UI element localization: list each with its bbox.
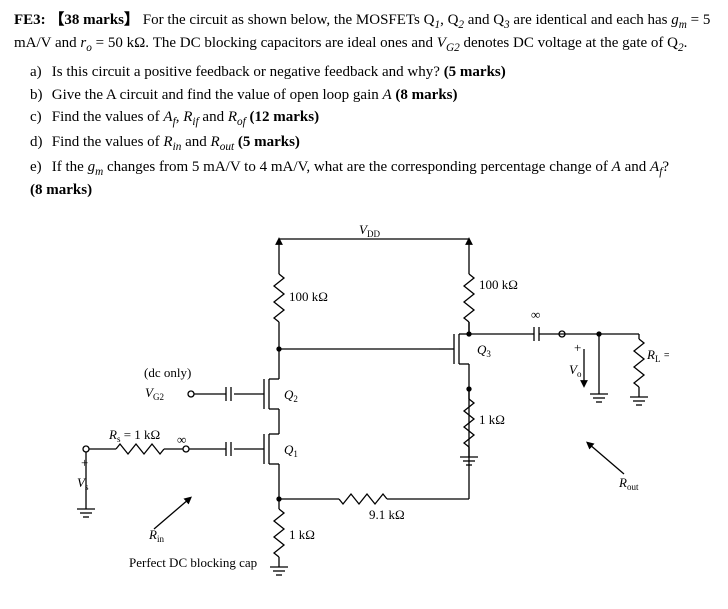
c-Rif: R — [183, 109, 192, 125]
rout-s: out — [627, 482, 639, 492]
d-Routs: out — [220, 141, 234, 153]
b-lab: b) — [30, 85, 48, 105]
svg-text:Vo: Vo — [569, 362, 582, 379]
inf2: ∞ — [531, 307, 540, 322]
e-A: A — [612, 159, 621, 175]
svg-text:RL = 20 kΩ: RL = 20 kΩ — [646, 347, 669, 364]
e-q: ? — [662, 159, 669, 175]
svg-text:Q1: Q1 — [284, 442, 298, 459]
rl-v: = 20 kΩ — [660, 347, 669, 362]
d-c1: and — [181, 134, 210, 150]
b-A: A — [383, 87, 392, 103]
svg-text:VG2: VG2 — [145, 385, 164, 402]
rs-v: = 1 kΩ — [120, 427, 160, 442]
b-m: (8 marks) — [395, 87, 457, 103]
r100k-left: 100 kΩ — [289, 289, 328, 304]
c-txt: Find the values of — [52, 109, 164, 125]
c-m: (12 marks) — [250, 109, 320, 125]
gm: g — [671, 12, 679, 28]
q1-s: 1 — [293, 449, 298, 459]
problem-intro: FE3: 【38 marks】 For the circuit as shown… — [14, 10, 714, 56]
circuit-svg: VDD 100 kΩ 100 kΩ Q2 VG2 (dc only) — [59, 219, 669, 599]
svg-text:Rs = 1 kΩ: Rs = 1 kΩ — [108, 427, 160, 444]
q2-s: 2 — [293, 394, 298, 404]
dc-only: (dc only) — [144, 365, 191, 380]
part-d: d) Find the values of Rin and Rout (5 ma… — [30, 132, 714, 155]
e-gms: m — [95, 166, 103, 178]
e-m: (8 marks) — [30, 182, 92, 198]
svg-text:Q3: Q3 — [477, 342, 491, 359]
rs-l: R — [108, 427, 117, 442]
rout-l: R — [618, 475, 627, 490]
perfect-cap: Perfect DC blocking cap — [129, 555, 257, 570]
svg-text:VDD: VDD — [359, 222, 380, 239]
d-txt: Find the values of — [52, 134, 164, 150]
part-b: b) Give the A circuit and find the value… — [30, 85, 714, 105]
c-Rofs: of — [237, 116, 246, 128]
parts-list: a) Is this circuit a positive feedback o… — [14, 62, 714, 200]
d-Rin: R — [163, 134, 172, 150]
vo-plus: + — [574, 340, 581, 355]
e-Af: A — [650, 159, 659, 175]
intro-text: For the circuit as shown below, the MOSF… — [143, 12, 435, 28]
a-lab: a) — [30, 62, 48, 82]
t2: , Q — [440, 12, 458, 28]
svg-text:Q2: Q2 — [284, 387, 298, 404]
d-m: (5 marks) — [238, 134, 300, 150]
r1k-left: 1 kΩ — [289, 527, 315, 542]
q3-s: 3 — [486, 349, 491, 359]
c-Rof: R — [228, 109, 237, 125]
t4: are identical and each has — [510, 12, 672, 28]
e-txt: If the — [52, 159, 88, 175]
b-txt: Give the A circuit and find the value of… — [52, 87, 383, 103]
d-Rout: R — [211, 134, 220, 150]
e-gm: g — [88, 159, 96, 175]
rov: = 50 kΩ. The DC blocking capacitors are … — [92, 35, 437, 51]
problem-header: FE3: 【38 marks】 — [14, 12, 139, 28]
r100k-right: 100 kΩ — [479, 277, 518, 292]
vs-plus: + — [81, 455, 88, 470]
a-txt: Is this circuit a positive feedback or n… — [52, 64, 444, 80]
c-Af: A — [163, 109, 172, 125]
vo-s: o — [577, 369, 582, 379]
vg2-s: G2 — [153, 392, 164, 402]
svg-text:Rin: Rin — [148, 527, 164, 544]
e-lab: e) — [30, 157, 48, 177]
gms: m — [679, 19, 687, 31]
d-lab: d) — [30, 132, 48, 152]
a-m: (5 marks) — [444, 64, 506, 80]
circuit-figure: VDD 100 kΩ 100 kΩ Q2 VG2 (dc only) — [14, 219, 714, 599]
t6: . — [684, 35, 688, 51]
part-a: a) Is this circuit a positive feedback o… — [30, 62, 714, 82]
vdd-sub: DD — [367, 229, 380, 239]
r1k-right: 1 kΩ — [479, 412, 505, 427]
c-lab: c) — [30, 107, 48, 127]
c-c2: and — [199, 109, 228, 125]
vg2s: G2 — [446, 42, 460, 54]
inf1: ∞ — [177, 432, 186, 447]
t3: and Q — [464, 12, 504, 28]
svg-text:Rout: Rout — [618, 475, 639, 492]
rl-l: R — [646, 347, 655, 362]
part-c: c) Find the values of Af, Rif and Rof (1… — [30, 107, 714, 130]
t5: denotes DC voltage at the gate of Q — [460, 35, 678, 51]
rin-s: in — [157, 534, 165, 544]
e-mid: changes from 5 mA/V to 4 mA/V, what are … — [103, 159, 611, 175]
part-e: e) If the gm changes from 5 mA/V to 4 mA… — [30, 157, 714, 200]
e-and: and — [621, 159, 650, 175]
r9-1k: 9.1 kΩ — [369, 507, 405, 522]
vg2: V — [437, 35, 446, 51]
rin-l: R — [148, 527, 157, 542]
svg-text:Vs: Vs — [77, 475, 89, 492]
